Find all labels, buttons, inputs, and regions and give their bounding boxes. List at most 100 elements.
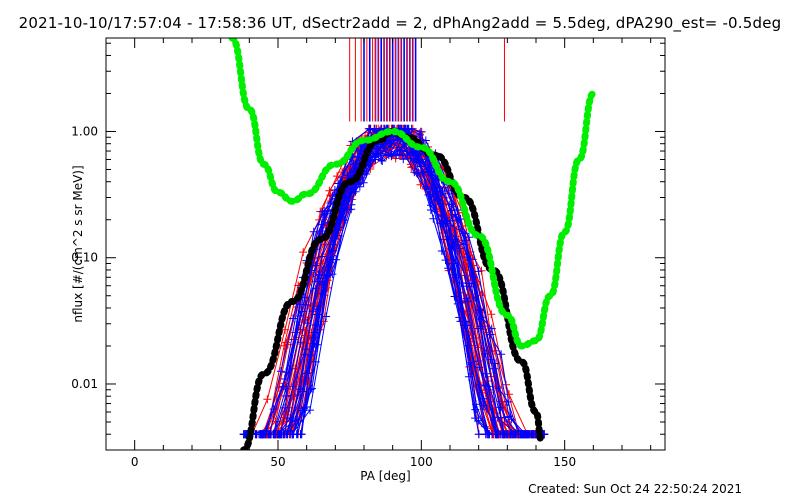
blue-plus-marker	[437, 247, 446, 256]
blue-plus-marker	[448, 240, 457, 249]
blue-plus-marker	[309, 334, 318, 342]
blue-plus-marker	[282, 391, 291, 400]
blue-plus-marker	[475, 380, 484, 389]
blue-flux-line	[251, 130, 538, 435]
blue-plus-marker	[474, 267, 483, 276]
axes-group: 0 50 100 150 0.01 0.10 1.00	[71, 38, 665, 469]
blue-plus-marker	[387, 152, 396, 161]
blue-plus-marker	[289, 314, 298, 323]
blue-plus-marker	[496, 403, 505, 412]
y-tick-label: 1.00	[71, 124, 98, 138]
blue-plus-marker	[444, 235, 453, 244]
blue-plus-marker	[424, 191, 433, 200]
blue-plus-marker	[365, 124, 374, 133]
blue-plus-marker	[312, 340, 321, 349]
blue-plus-marker	[486, 330, 495, 339]
blue-plus-marker	[450, 270, 459, 279]
blue-plus-marker	[427, 182, 436, 191]
blue-plus-marker	[395, 150, 404, 159]
blue-plus-marker	[489, 364, 498, 373]
blue-plus-marker	[471, 414, 480, 423]
x-tick-label: 150	[553, 455, 576, 469]
blue-plus-marker	[457, 298, 466, 307]
blue-plus-marker	[497, 350, 506, 359]
fit-curves-group	[228, 38, 597, 450]
x-tick-label: 50	[270, 455, 285, 469]
blue-plus-marker	[373, 148, 382, 157]
blue-plus-marker	[444, 264, 453, 273]
blue-plus-marker	[301, 345, 310, 354]
blue-plus-marker	[318, 280, 327, 289]
blue-plus-marker	[403, 124, 412, 133]
x-tick-label: 0	[131, 455, 139, 469]
blue-plus-marker	[509, 430, 518, 439]
blue-plus-marker	[456, 317, 465, 326]
red-plus-marker	[487, 310, 496, 319]
blue-plus-marker	[457, 278, 466, 287]
blue-plus-marker	[421, 136, 430, 145]
flux-lines-group	[239, 124, 549, 439]
blue-plus-marker	[466, 255, 475, 264]
blue-plus-marker	[347, 205, 356, 214]
blue-plus-marker	[342, 193, 351, 202]
blue-plus-marker	[494, 383, 503, 392]
y-axis-label: nflux [#/(cm^2 s sr MeV)]	[71, 165, 85, 322]
blue-plus-marker	[483, 382, 492, 391]
blue-plus-marker	[416, 127, 425, 136]
blue-plus-marker	[423, 167, 432, 176]
blue-plus-marker	[484, 430, 493, 439]
polynomial-fit-curve	[228, 38, 597, 350]
blue-plus-marker	[276, 367, 285, 376]
blue-plus-marker	[474, 324, 483, 333]
x-tick-label: 100	[410, 455, 433, 469]
blue-plus-marker	[301, 300, 310, 309]
blue-plus-marker	[475, 363, 484, 372]
blue-plus-marker	[500, 413, 509, 422]
blue-plus-marker	[466, 358, 475, 367]
blue-plus-marker	[314, 270, 323, 279]
blue-plus-marker	[470, 273, 479, 282]
plot-frame	[105, 37, 666, 451]
blue-plus-marker	[297, 430, 306, 439]
created-timestamp: Created: Sun Oct 24 22:50:24 2021	[528, 482, 742, 496]
x-axis-label: PA [deg]	[360, 469, 410, 483]
blue-plus-marker	[355, 182, 364, 191]
y-tick-label: 0.01	[71, 377, 98, 391]
red-plus-marker	[305, 377, 314, 386]
red-plus-marker	[299, 248, 308, 257]
blue-plus-marker	[465, 282, 474, 291]
blue-plus-marker	[282, 368, 291, 377]
blue-plus-marker	[377, 156, 386, 165]
red-plus-marker	[263, 395, 272, 404]
chart-title: 2021-10-10/17:57:04 - 17:58:36 UT, dSect…	[18, 14, 782, 32]
blue-plus-marker	[359, 178, 368, 187]
blue-plus-marker	[307, 384, 316, 393]
blue-plus-marker	[529, 430, 538, 439]
blue-plus-marker	[447, 206, 456, 215]
blue-plus-marker	[440, 216, 449, 225]
blue-plus-marker	[328, 270, 337, 279]
blue-plus-marker	[499, 430, 508, 439]
blue-plus-marker	[289, 430, 298, 439]
vertical-markers-group	[349, 38, 505, 122]
blue-plus-marker	[453, 205, 462, 214]
blue-plus-marker	[399, 155, 408, 164]
blue-plus-marker	[462, 294, 471, 303]
y-tick-label: 0.10	[71, 251, 98, 265]
blue-plus-marker	[507, 415, 516, 424]
blue-plus-marker	[281, 384, 290, 393]
blue-plus-marker	[318, 207, 327, 216]
blue-plus-marker	[471, 400, 480, 409]
blue-plus-marker	[438, 187, 447, 196]
blue-plus-marker	[289, 382, 298, 391]
blue-plus-marker	[474, 430, 483, 439]
blue-plus-marker	[322, 312, 331, 321]
blue-plus-marker	[398, 146, 407, 155]
blue-plus-marker	[256, 430, 265, 439]
blue-plus-marker	[323, 271, 332, 280]
blue-plus-marker	[271, 430, 280, 439]
blue-plus-marker	[475, 305, 484, 314]
blue-plus-marker	[406, 154, 415, 163]
blue-plus-marker	[464, 233, 473, 242]
